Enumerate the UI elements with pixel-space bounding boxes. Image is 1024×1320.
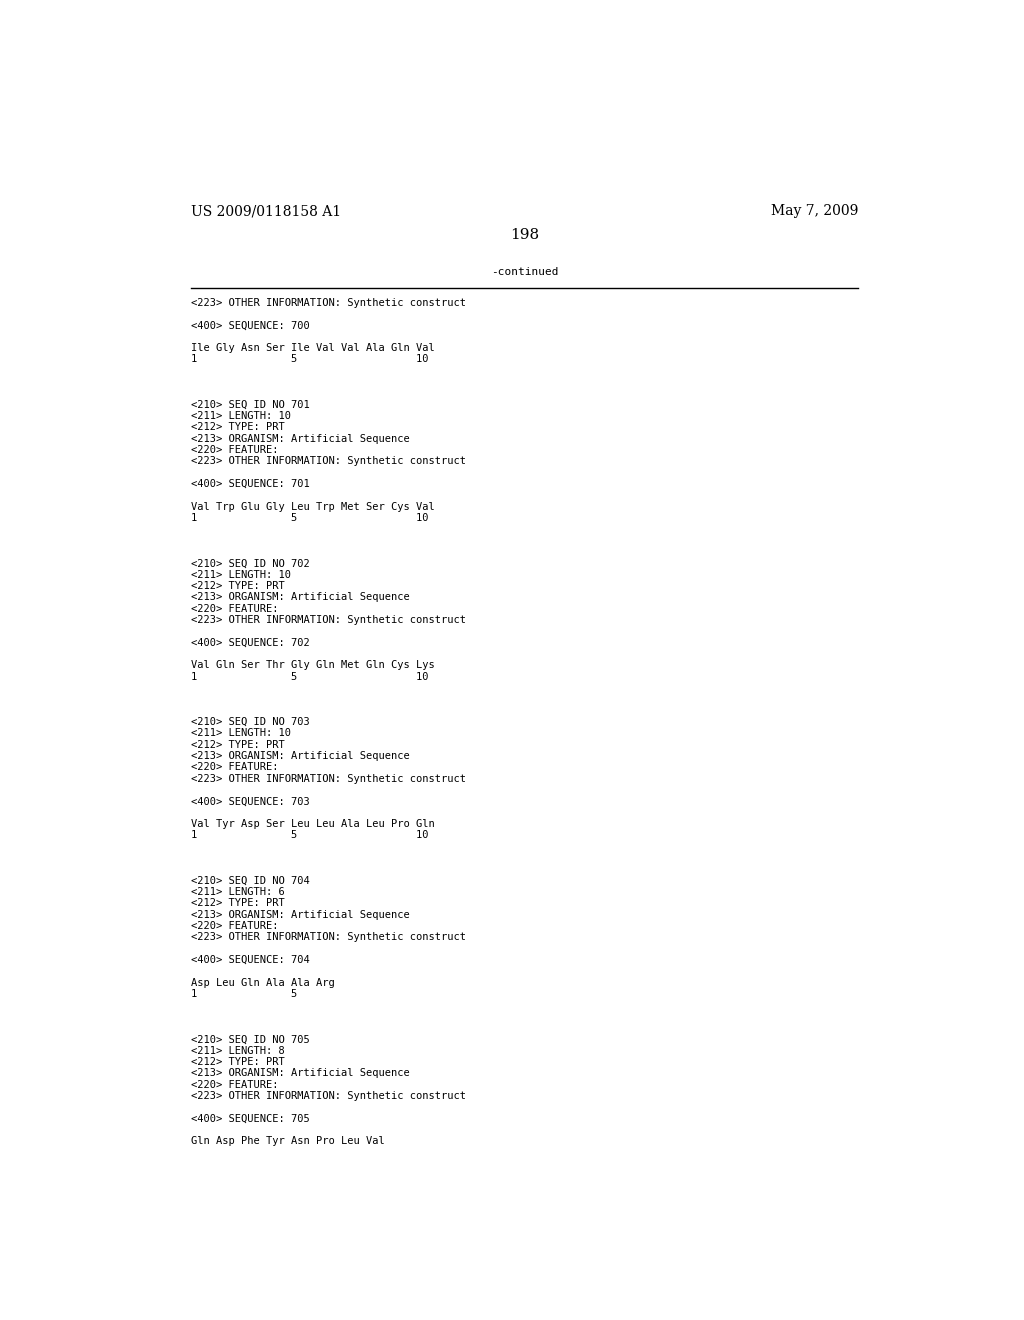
Text: <213> ORGANISM: Artificial Sequence: <213> ORGANISM: Artificial Sequence	[191, 1068, 411, 1078]
Text: <210> SEQ ID NO 703: <210> SEQ ID NO 703	[191, 717, 310, 727]
Text: 1               5                   10: 1 5 10	[191, 354, 429, 364]
Text: <400> SEQUENCE: 703: <400> SEQUENCE: 703	[191, 796, 310, 807]
Text: Gln Asp Phe Tyr Asn Pro Leu Val: Gln Asp Phe Tyr Asn Pro Leu Val	[191, 1137, 385, 1146]
Text: US 2009/0118158 A1: US 2009/0118158 A1	[191, 205, 342, 218]
Text: <210> SEQ ID NO 704: <210> SEQ ID NO 704	[191, 875, 310, 886]
Text: <211> LENGTH: 10: <211> LENGTH: 10	[191, 729, 292, 738]
Text: <223> OTHER INFORMATION: Synthetic construct: <223> OTHER INFORMATION: Synthetic const…	[191, 457, 467, 466]
Text: <400> SEQUENCE: 704: <400> SEQUENCE: 704	[191, 954, 310, 965]
Text: <211> LENGTH: 8: <211> LENGTH: 8	[191, 1045, 286, 1056]
Text: <400> SEQUENCE: 701: <400> SEQUENCE: 701	[191, 479, 310, 488]
Text: <220> FEATURE:: <220> FEATURE:	[191, 603, 279, 614]
Text: Val Trp Glu Gly Leu Trp Met Ser Cys Val: Val Trp Glu Gly Leu Trp Met Ser Cys Val	[191, 502, 435, 512]
Text: 198: 198	[510, 227, 540, 242]
Text: <213> ORGANISM: Artificial Sequence: <213> ORGANISM: Artificial Sequence	[191, 593, 411, 602]
Text: <211> LENGTH: 10: <211> LENGTH: 10	[191, 570, 292, 579]
Text: <223> OTHER INFORMATION: Synthetic construct: <223> OTHER INFORMATION: Synthetic const…	[191, 774, 467, 784]
Text: <210> SEQ ID NO 702: <210> SEQ ID NO 702	[191, 558, 310, 569]
Text: <211> LENGTH: 6: <211> LENGTH: 6	[191, 887, 286, 898]
Text: Asp Leu Gln Ala Ala Arg: Asp Leu Gln Ala Ala Arg	[191, 978, 335, 987]
Text: <223> OTHER INFORMATION: Synthetic construct: <223> OTHER INFORMATION: Synthetic const…	[191, 297, 467, 308]
Text: Val Tyr Asp Ser Leu Leu Ala Leu Pro Gln: Val Tyr Asp Ser Leu Leu Ala Leu Pro Gln	[191, 818, 435, 829]
Text: <210> SEQ ID NO 705: <210> SEQ ID NO 705	[191, 1035, 310, 1044]
Text: 1               5                   10: 1 5 10	[191, 513, 429, 523]
Text: <400> SEQUENCE: 700: <400> SEQUENCE: 700	[191, 321, 310, 330]
Text: Ile Gly Asn Ser Ile Val Val Ala Gln Val: Ile Gly Asn Ser Ile Val Val Ala Gln Val	[191, 343, 435, 352]
Text: <220> FEATURE:: <220> FEATURE:	[191, 762, 279, 772]
Text: <212> TYPE: PRT: <212> TYPE: PRT	[191, 739, 286, 750]
Text: <212> TYPE: PRT: <212> TYPE: PRT	[191, 899, 286, 908]
Text: <210> SEQ ID NO 701: <210> SEQ ID NO 701	[191, 400, 310, 409]
Text: <400> SEQUENCE: 702: <400> SEQUENCE: 702	[191, 638, 310, 648]
Text: <213> ORGANISM: Artificial Sequence: <213> ORGANISM: Artificial Sequence	[191, 909, 411, 920]
Text: <212> TYPE: PRT: <212> TYPE: PRT	[191, 1057, 286, 1067]
Text: May 7, 2009: May 7, 2009	[771, 205, 858, 218]
Text: <223> OTHER INFORMATION: Synthetic construct: <223> OTHER INFORMATION: Synthetic const…	[191, 1090, 467, 1101]
Text: <223> OTHER INFORMATION: Synthetic construct: <223> OTHER INFORMATION: Synthetic const…	[191, 932, 467, 942]
Text: Val Gln Ser Thr Gly Gln Met Gln Cys Lys: Val Gln Ser Thr Gly Gln Met Gln Cys Lys	[191, 660, 435, 671]
Text: <212> TYPE: PRT: <212> TYPE: PRT	[191, 581, 286, 591]
Text: -continued: -continued	[492, 267, 558, 277]
Text: <400> SEQUENCE: 705: <400> SEQUENCE: 705	[191, 1114, 310, 1123]
Text: 1               5                   10: 1 5 10	[191, 830, 429, 841]
Text: <220> FEATURE:: <220> FEATURE:	[191, 445, 279, 455]
Text: 1               5: 1 5	[191, 989, 298, 999]
Text: <212> TYPE: PRT: <212> TYPE: PRT	[191, 422, 286, 433]
Text: <223> OTHER INFORMATION: Synthetic construct: <223> OTHER INFORMATION: Synthetic const…	[191, 615, 467, 624]
Text: 1               5                   10: 1 5 10	[191, 672, 429, 681]
Text: <220> FEATURE:: <220> FEATURE:	[191, 1080, 279, 1089]
Text: <213> ORGANISM: Artificial Sequence: <213> ORGANISM: Artificial Sequence	[191, 751, 411, 760]
Text: <213> ORGANISM: Artificial Sequence: <213> ORGANISM: Artificial Sequence	[191, 434, 411, 444]
Text: <211> LENGTH: 10: <211> LENGTH: 10	[191, 411, 292, 421]
Text: <220> FEATURE:: <220> FEATURE:	[191, 921, 279, 931]
